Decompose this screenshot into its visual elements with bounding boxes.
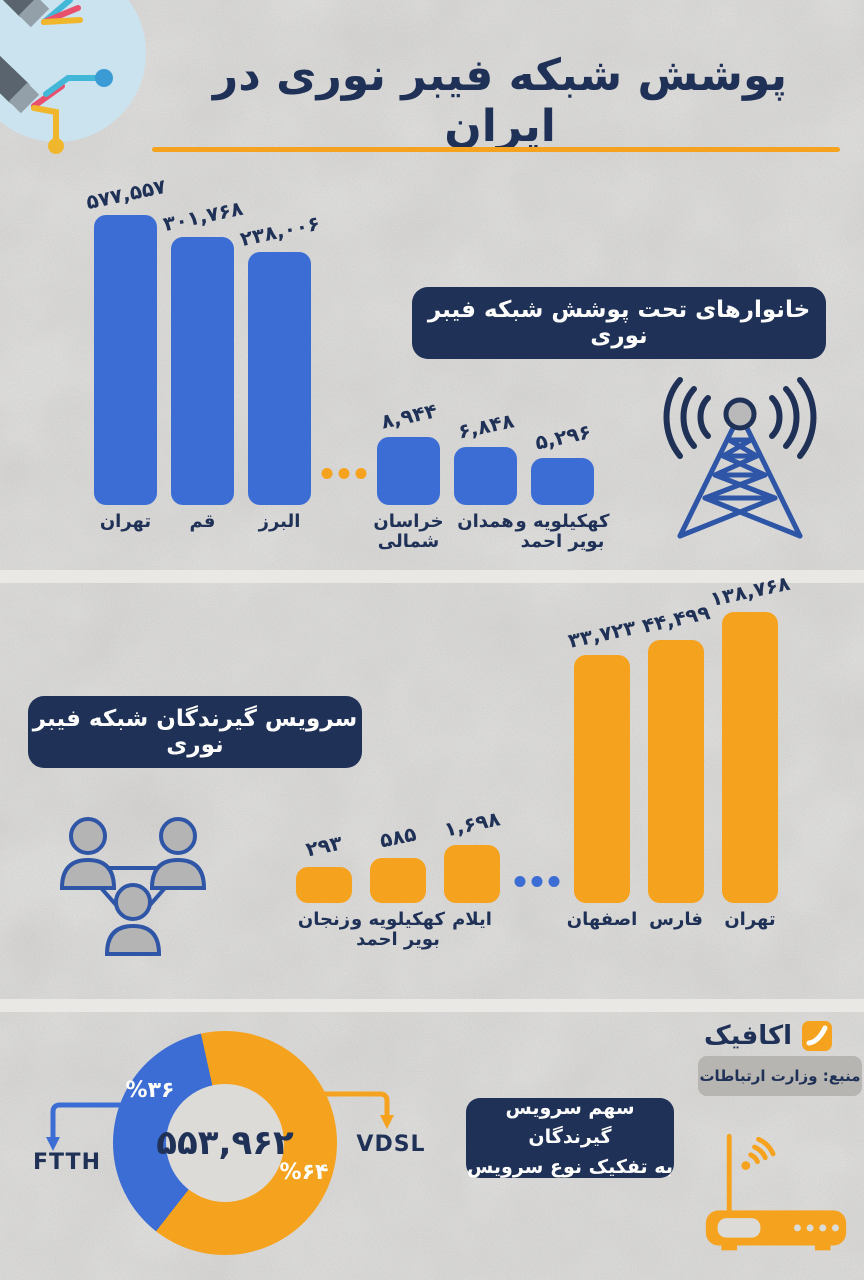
vdsl-callout-arrow <box>323 1091 394 1129</box>
households-panel-title: خانوارهای تحت پوشش شبکه فیبر نوری <box>412 287 826 359</box>
service-share-panel-line1: سهم سرویس گیرندگان <box>505 1096 635 1149</box>
bar-value: ۵۷۷,۵۵۷ <box>83 173 168 215</box>
bar-hamedan-households: ۶,۸۴۸ همدان <box>454 175 517 532</box>
bar-tehran-subscribers: ۱۳۸,۷۶۸ تهران <box>708 571 792 930</box>
bar-label: تهران <box>724 909 776 930</box>
bar-kohgiluyeh-subscribers: ۵۸۵ کهکیلویه و بویر احمد <box>351 592 445 949</box>
source-badge-text: منبع: وزارت ارتباطات <box>699 1067 861 1085</box>
section-divider-1 <box>0 570 864 583</box>
bar-value: ۸,۹۴۴ <box>378 398 439 434</box>
axis-break-dots <box>321 175 367 505</box>
bar-value: ۱,۶۹۸ <box>441 806 503 842</box>
bar-value: ۵۸۵ <box>377 821 419 853</box>
people-network-icon <box>59 817 207 956</box>
donut-hole <box>166 1084 284 1202</box>
bar-qom-households: ۳۰۱,۷۶۸ قم <box>160 175 244 532</box>
service-share-panel-line2: به تفکیک نوع سرویس <box>467 1155 673 1178</box>
bar-label: خراسان شمالی <box>373 511 444 553</box>
axis-break-dots <box>514 592 560 903</box>
fiber-cable-illustration <box>0 0 113 154</box>
ftth-callout-arrow <box>46 1102 123 1151</box>
bar-tehran-households: ۵۷۷,۵۵۷ تهران <box>83 174 167 532</box>
subscribers-bar-chart: ۲۹۳ زنجان ۵۸۵ کهکیلویه و بویر احمد ۱,۶۹۸… <box>296 571 792 950</box>
radio-tower-icon <box>663 377 817 539</box>
bar-label: همدان <box>457 511 514 532</box>
brand-logo-text: اکافیک <box>704 1021 793 1051</box>
bar-label: قم <box>189 511 216 532</box>
subscribers-panel-text: سرویس گیرندگان شبکه فیبر نوری <box>32 706 358 758</box>
bar-label: فارس <box>649 909 703 930</box>
ftth-label: FTTH <box>33 1150 101 1175</box>
bar-value: ۲۹۳ <box>303 830 345 862</box>
bar-label: البرز <box>258 511 301 532</box>
bar-value: ۵,۲۹۶ <box>532 419 593 455</box>
brand-logo: اکافیک <box>704 1018 833 1054</box>
brand-logo-icon <box>802 1021 833 1051</box>
households-bar-chart: ۵۷۷,۵۵۷ تهران ۳۰۱,۷۶۸ قم ۲۳۸,۰۰۶ البرز ۸… <box>83 174 610 552</box>
donut-total-value: ۵۵۳,۹۶۲ <box>156 1123 294 1163</box>
bar-value: ۲۳۸,۰۰۶ <box>237 210 322 252</box>
bar-value: ۳۰۱,۷۶۸ <box>160 195 245 237</box>
bar-isfahan-subscribers: ۳۳,۷۲۳ اصفهان <box>566 592 638 930</box>
service-share-panel-title: سهم سرویس گیرندگان به تفکیک نوع سرویس <box>466 1097 674 1178</box>
bar-label: اصفهان <box>566 909 638 930</box>
page-title: پوشش شبکه فیبر نوری در ایران <box>212 50 788 152</box>
bar-fars-subscribers: ۴۴,۴۹۹ فارس <box>640 592 712 930</box>
bar-label: ایلام <box>452 909 492 930</box>
subscribers-panel-title: سرویس گیرندگان شبکه فیبر نوری <box>28 696 362 768</box>
title-underline <box>152 147 840 152</box>
service-type-donut-chart <box>113 1031 337 1255</box>
bar-label: زنجان <box>297 909 351 930</box>
bar-alborz-households: ۲۳۸,۰۰۶ البرز <box>237 175 321 532</box>
bar-ilam-subscribers: ۱,۶۹۸ ایلام <box>441 592 503 929</box>
households-panel-text: خانوارهای تحت پوشش شبکه فیبر نوری <box>427 297 811 349</box>
bar-value: ۳۳,۷۲۳ <box>565 615 639 653</box>
bar-value: ۶,۸۴۸ <box>455 408 516 444</box>
bar-label: کهکیلویه و بویر احمد <box>351 909 445 951</box>
bar-value: ۴۴,۴۹۹ <box>639 600 713 638</box>
bar-label: تهران <box>99 511 152 532</box>
section-divider-2 <box>0 999 864 1012</box>
bar-north-khorasan-households: ۸,۹۴۴ خراسان شمالی <box>373 175 443 551</box>
bar-label: کهکیلویه و بویر احمد <box>515 511 610 553</box>
source-badge: منبع: وزارت ارتباطات <box>698 1056 862 1096</box>
vdsl-label: VDSL <box>356 1132 426 1157</box>
bar-kohgiluyeh-households: ۵,۲۹۶ کهکیلویه و بویر احمد <box>516 175 610 551</box>
wifi-router-icon <box>705 1133 847 1251</box>
bar-zanjan-subscribers: ۲۹۳ زنجان <box>296 592 352 930</box>
